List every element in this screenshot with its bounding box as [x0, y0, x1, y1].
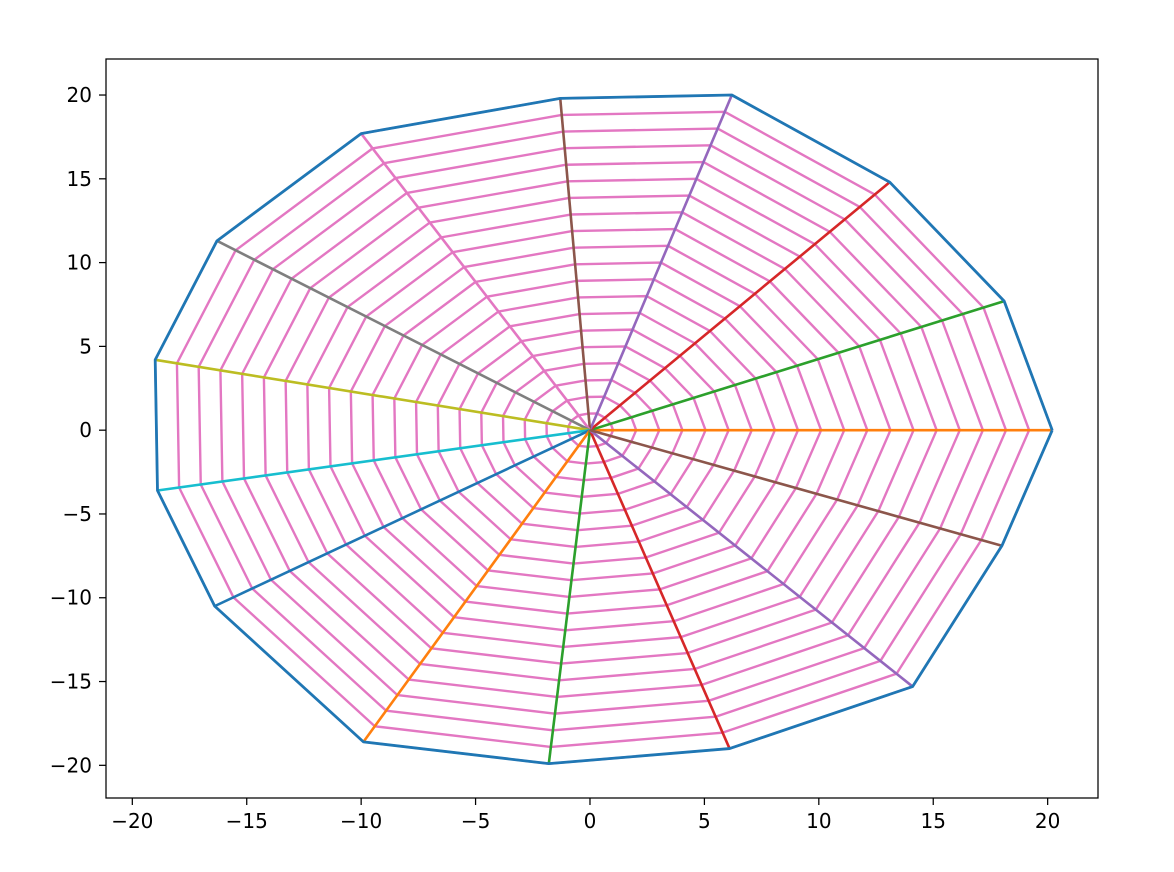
spoke-6: [360, 132, 592, 431]
x-tick-label: 0: [584, 809, 597, 833]
x-tick-label: −15: [226, 809, 268, 833]
web-ring-15: [262, 177, 938, 682]
spoke-11: [362, 429, 592, 743]
web-ring-2: [545, 395, 638, 465]
web-ring-7: [436, 311, 753, 549]
web-ring-11: [349, 244, 846, 615]
web-ring-16: [240, 160, 961, 699]
x-tick-label: −10: [340, 809, 382, 833]
outer-rim: [153, 93, 1054, 766]
web-ring-18: [197, 127, 1008, 732]
spoke-3: [589, 181, 891, 432]
spoke-8: [154, 358, 591, 432]
y-tick-label: 10: [67, 251, 92, 275]
x-axis: −20 −15 −10 −5 0 5 10 15 20: [111, 798, 1060, 833]
spoke-13: [588, 429, 731, 750]
web-ring-8: [414, 294, 777, 565]
web-ring-3: [523, 378, 661, 482]
spoke-14: [589, 429, 914, 688]
y-axis: −20 −15 −10 −5 0 5 10 15 20: [50, 83, 106, 777]
spoke-5: [558, 98, 592, 431]
spoke-10: [214, 429, 591, 608]
y-tick-label: −15: [50, 670, 92, 694]
web-ring-9: [393, 278, 800, 582]
web-ring-14: [284, 194, 915, 665]
x-tick-label: 10: [806, 809, 831, 833]
spoke-2: [589, 299, 1005, 432]
y-tick-label: 15: [67, 167, 92, 191]
x-tick-label: −5: [461, 809, 490, 833]
x-tick-label: 20: [1035, 809, 1060, 833]
y-tick-label: 5: [79, 334, 92, 358]
plot-lines: [153, 93, 1054, 766]
y-tick-label: 0: [79, 418, 92, 442]
web-ring-5: [480, 345, 707, 515]
y-tick-label: 20: [67, 83, 92, 107]
web-ring-13: [306, 211, 892, 649]
web-ring-17: [219, 144, 985, 715]
web-ring-4: [501, 361, 684, 499]
y-tick-label: −20: [50, 753, 92, 777]
y-tick-label: −5: [63, 502, 92, 526]
spoke-12: [547, 430, 592, 764]
spoke-7: [216, 239, 591, 432]
web-ring-10: [371, 261, 823, 599]
spoke-15: [589, 428, 1003, 548]
x-tick-label: 15: [921, 809, 946, 833]
web-ring-1: [567, 412, 615, 449]
spoke-4: [588, 94, 734, 431]
web-ring-19: [175, 110, 1031, 749]
x-tick-label: −20: [111, 809, 153, 833]
spoke-9: [157, 428, 591, 492]
web-ring-6: [458, 328, 730, 532]
axes-frame: [105, 58, 1099, 799]
x-tick-label: 5: [698, 809, 711, 833]
web-ring-12: [327, 227, 869, 632]
y-tick-label: −10: [50, 586, 92, 610]
